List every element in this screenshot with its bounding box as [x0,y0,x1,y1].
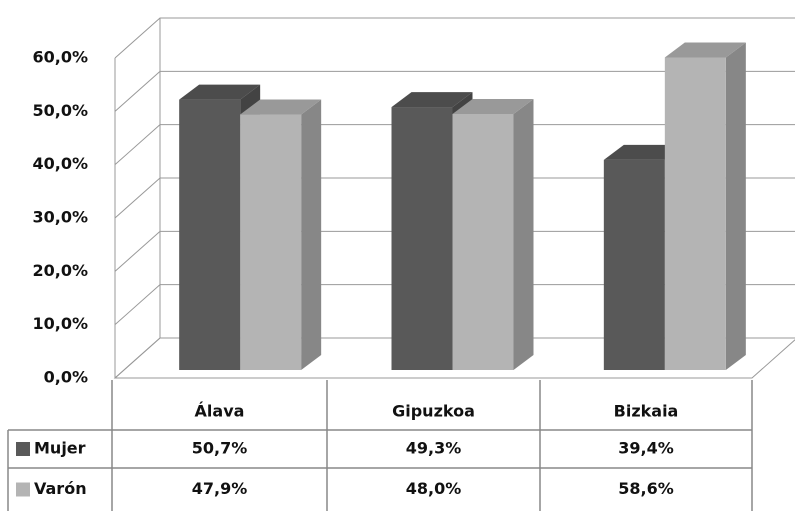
x-tick-label: Gipuzkoa [392,402,475,421]
bar-top [179,84,261,100]
y-tick-label: 50,0% [32,101,88,120]
grid-line [114,284,795,326]
value-label: 48,0% [406,479,462,498]
bar-top [664,42,746,58]
value-label: 39,4% [618,439,674,458]
grid-line [114,177,795,219]
bar-top [603,144,685,160]
y-tick-label: 10,0% [32,314,88,333]
legend-label: Mujer [34,439,86,458]
bar [240,114,302,371]
value-label: 47,9% [192,479,248,498]
grid-line [114,124,795,166]
bar-side [301,99,322,371]
bar [391,107,453,371]
y-tick-label: 20,0% [32,261,88,280]
bar [664,57,726,370]
grid-line [114,230,795,272]
grid-line [114,17,795,59]
y-tick-label: 30,0% [32,208,88,227]
value-label: 50,7% [192,439,248,458]
bar-top [240,99,322,115]
legend-label: Varón [34,479,87,498]
bar-side [513,99,534,370]
y-tick-label: 60,0% [32,48,88,67]
bar-top [452,99,534,114]
bar [179,99,241,370]
y-tick-label: 0,0% [44,368,88,387]
x-tick-label: Bizkaia [614,402,679,421]
legend-swatch [16,442,30,456]
bar [603,159,665,370]
y-tick-label: 40,0% [32,154,88,173]
bar [452,114,514,370]
bar-top [391,92,473,108]
grid-line [114,337,795,379]
value-label: 58,6% [618,479,674,498]
x-tick-label: Álava [195,402,245,421]
legend-swatch [16,482,30,497]
value-label: 49,3% [406,439,462,458]
grid-line [114,70,795,112]
bar-side [725,42,746,370]
